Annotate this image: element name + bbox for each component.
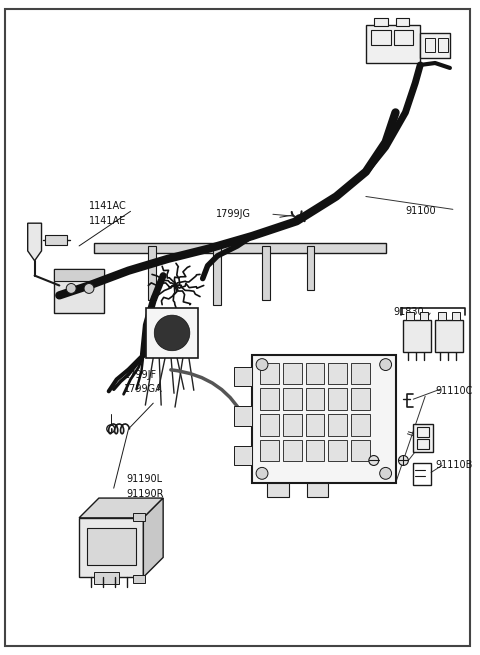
Bar: [148, 246, 156, 300]
Text: 1141AE: 1141AE: [89, 216, 126, 226]
Bar: [87, 528, 136, 565]
Bar: [438, 312, 446, 320]
Bar: [328, 440, 347, 462]
Text: 1799GA: 1799GA: [124, 384, 162, 394]
Bar: [283, 388, 301, 410]
Bar: [328, 414, 347, 436]
Bar: [133, 513, 145, 521]
Text: 91835A: 91835A: [323, 417, 360, 427]
Bar: [396, 18, 409, 26]
Bar: [267, 483, 289, 497]
Text: 91190R: 91190R: [127, 489, 164, 499]
Text: 1799JF: 1799JF: [124, 369, 157, 379]
Bar: [425, 38, 435, 52]
Bar: [146, 309, 198, 358]
Bar: [234, 445, 252, 466]
Bar: [417, 427, 429, 437]
Bar: [351, 363, 370, 384]
Text: 1799JG: 1799JG: [216, 210, 251, 219]
Text: 1141AC: 1141AC: [89, 202, 127, 212]
Bar: [260, 388, 279, 410]
Circle shape: [256, 359, 268, 371]
Bar: [307, 483, 328, 497]
Bar: [328, 363, 347, 384]
Polygon shape: [144, 498, 163, 577]
Text: 91100: 91100: [406, 206, 436, 216]
Bar: [234, 367, 252, 386]
Bar: [306, 363, 324, 384]
Bar: [306, 440, 324, 462]
Polygon shape: [79, 518, 144, 577]
Text: 1129EA: 1129EA: [281, 443, 318, 454]
Text: 91110B: 91110B: [435, 460, 472, 470]
Text: 1129EA: 1129EA: [281, 429, 318, 439]
Text: 91190L: 91190L: [127, 474, 163, 484]
Circle shape: [398, 455, 408, 466]
Bar: [328, 388, 347, 410]
Text: 91188: 91188: [301, 394, 332, 404]
Bar: [213, 246, 220, 305]
Bar: [54, 269, 104, 280]
Circle shape: [84, 284, 94, 293]
Bar: [413, 464, 431, 485]
Circle shape: [66, 284, 76, 293]
Bar: [403, 320, 431, 352]
Bar: [54, 269, 104, 313]
Bar: [283, 363, 301, 384]
Polygon shape: [79, 498, 163, 518]
Bar: [366, 26, 420, 63]
Bar: [351, 388, 370, 410]
Text: 91110C: 91110C: [281, 414, 318, 424]
Bar: [306, 414, 324, 436]
Bar: [371, 30, 391, 45]
Bar: [394, 30, 413, 45]
Text: 91830: 91830: [394, 307, 424, 317]
Bar: [420, 33, 450, 58]
Bar: [234, 406, 252, 426]
Bar: [94, 243, 385, 253]
Bar: [260, 440, 279, 462]
Bar: [351, 414, 370, 436]
Bar: [452, 312, 460, 320]
Text: 91110C: 91110C: [435, 386, 472, 396]
Bar: [252, 355, 396, 483]
Bar: [420, 312, 428, 320]
Bar: [435, 320, 463, 352]
Bar: [438, 38, 448, 52]
Bar: [413, 424, 433, 451]
Circle shape: [380, 468, 392, 479]
Bar: [94, 572, 119, 584]
Bar: [46, 235, 67, 245]
Bar: [407, 312, 414, 320]
Circle shape: [256, 468, 268, 479]
Bar: [374, 18, 388, 26]
Bar: [307, 246, 314, 290]
Bar: [283, 414, 301, 436]
Bar: [133, 575, 145, 583]
Bar: [260, 414, 279, 436]
Bar: [262, 246, 270, 300]
Bar: [260, 363, 279, 384]
Bar: [306, 388, 324, 410]
Circle shape: [369, 455, 379, 466]
Text: 91817: 91817: [361, 434, 392, 444]
Bar: [417, 439, 429, 449]
Bar: [351, 440, 370, 462]
Circle shape: [154, 315, 190, 350]
Text: 1129AE: 1129AE: [316, 421, 354, 431]
Polygon shape: [28, 223, 42, 261]
Circle shape: [380, 359, 392, 371]
Bar: [283, 440, 301, 462]
